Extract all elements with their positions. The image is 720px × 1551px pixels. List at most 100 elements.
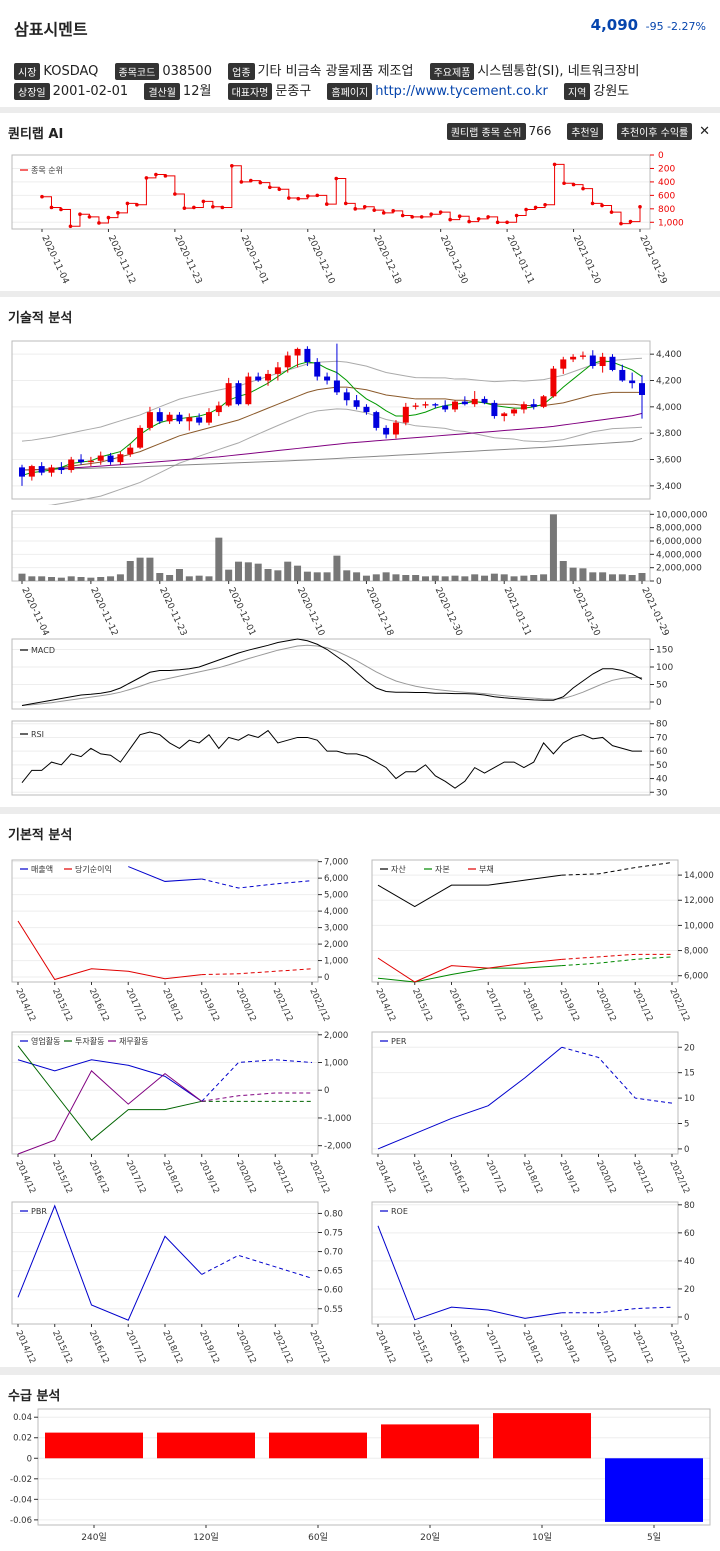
y-tick-label: 10,000,000 [656,510,708,520]
rank-point [173,192,177,196]
y-tick-label: 0.55 [324,1305,343,1315]
legend-label: RSI [31,730,44,739]
rank-point [220,205,225,210]
y-tick-label: 1,000 [324,1059,348,1069]
technical-title: 기술적 분석 [8,311,73,326]
y-tick-label: 100 [656,663,673,673]
x-tick-label: 2022/12 [307,987,331,1022]
candle-body [117,454,124,463]
y-tick-label: 5,000 [324,891,348,901]
region-value: 강원도 [593,84,630,99]
rank-point [419,215,424,219]
y-tick-label: 50 [656,761,668,771]
y-tick-label: 2,000,000 [656,564,702,574]
listing-tag: 상장일 [14,83,50,100]
x-tick-label: 2021-01-20 [570,586,601,635]
candle-body [491,402,498,417]
quantilab-meta: 퀀티랩 종목 순위 766 추천일 추천이후 수익률 ✕ [446,123,710,140]
close-icon[interactable]: ✕ [699,124,710,139]
rank-point [543,202,547,207]
y-tick-label: 0 [658,151,664,161]
product-tag: 주요제품 [429,63,475,80]
volume-bar [48,577,56,581]
y-tick-label: 1,000 [658,218,684,228]
volume-bar [77,577,85,581]
candle-body [58,467,65,471]
fundamental-title: 기본적 분석 [8,828,73,843]
rank-point [201,199,206,204]
assets-estimate-0 [561,862,673,876]
stock-name: 삼표시멘트 [14,20,88,39]
rank-point [628,219,633,224]
volume-bar [540,574,548,581]
supply-bar [605,1458,703,1522]
x-tick-label: 60일 [308,1532,328,1543]
supply-bar [157,1432,255,1459]
quantilab-title: 퀀티랩 AI [8,127,64,142]
rank-point [68,224,73,229]
candle-body [166,414,173,422]
rank-point [600,203,604,208]
legend-label: 자산 [391,864,406,874]
x-tick-label: 2014/12 [13,987,37,1022]
candle-body [176,414,183,422]
candle-body [412,405,419,407]
candle-body [186,417,193,422]
pbr-chart: 0.55 0.60 0.65 0.70 0.75 0.80 PBR 2014/12 2015/1… [11,1201,343,1364]
candle-body [205,412,212,423]
legend-label: PBR [31,1207,47,1216]
assets-estimate-1 [561,956,673,967]
rank-point [448,217,452,222]
candle-body [196,417,203,423]
volume-bar [146,557,154,581]
y-tick-label: 2,000 [324,940,348,950]
plot-frame [371,1201,679,1325]
volume-bar [421,576,429,581]
x-tick-label: 2021/12 [271,1159,295,1194]
x-tick-label: 10일 [532,1532,552,1543]
legend-label: 재무활동 [119,1036,148,1046]
y-tick-label: 6,000,000 [656,537,702,547]
candle-body [530,404,537,407]
candle-body [442,405,449,410]
legend-label: PER [391,1037,407,1046]
code-value: 038500 [162,64,212,79]
x-tick-label: 2017/12 [124,1329,148,1364]
y-tick-label: 0 [684,1313,689,1323]
y-tick-label: 50 [656,681,668,691]
y-tick-label: 0 [656,698,662,708]
volume-bar [392,574,400,581]
candle-body [294,348,301,356]
x-tick-label: 2015/12 [410,1159,434,1194]
candle-body [471,398,478,405]
volume-bar [294,565,302,581]
x-tick-label: 2017/12 [124,1159,148,1194]
legend-label: ROE [391,1207,408,1216]
rank-point [609,210,614,214]
x-tick-label: 2020-12-18 [364,586,395,635]
since-return-tag: 추천이후 수익률 [616,123,693,140]
x-tick-label: 2020-12-01 [239,234,270,286]
volume-bar [87,577,95,581]
y-tick-label: 20 [684,1043,695,1053]
candle-body [156,412,163,422]
volume-bar [372,574,380,581]
supply-card: 수급 분석 -0.06 -0.04 -0.02 0 0.02 0.04 240일 120일 60… [0,1375,720,1551]
sector-value: 기타 비금속 광물제품 제조업 [257,64,414,79]
y-tick-label: 150 [656,646,673,656]
x-tick-label: 2022/12 [667,1329,691,1364]
x-tick-label: 2018/12 [160,1329,184,1364]
bollinger-lower [47,408,643,505]
x-tick-label: 2019/12 [557,987,581,1022]
volume-bar [382,572,390,581]
rank-point [619,221,623,226]
candle-body [540,396,547,407]
homepage-link[interactable]: http://www.tycement.co.kr [375,84,548,99]
plot-frame [11,154,651,230]
y-tick-label: 8,000 [684,947,708,957]
x-tick-label: 2018/12 [160,1159,184,1194]
rank-point [476,217,481,221]
supply-bar [45,1432,143,1459]
rank-point [192,205,196,210]
assets-series-1 [377,965,562,983]
